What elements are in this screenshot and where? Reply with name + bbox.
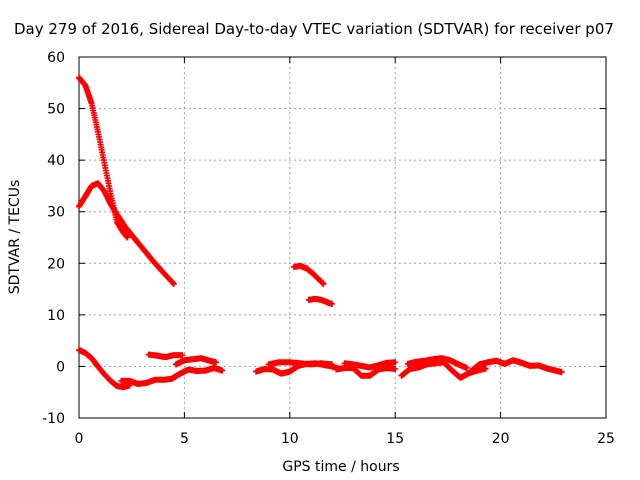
satellite-track-11: [333, 365, 399, 379]
series-markers: [76, 346, 133, 391]
satellite-track-4: [305, 295, 335, 307]
series-markers: [76, 74, 131, 241]
plot-frame: [78, 56, 607, 419]
y-tick-label: 0: [56, 359, 65, 375]
satellite-track-15: [468, 357, 565, 376]
y-tick-label: -10: [42, 411, 65, 427]
tick-labels: 0 5 10 15 20 25 -10 0 10 20 30 40 50 60: [42, 50, 615, 447]
series-markers: [291, 262, 327, 287]
chart-title: Day 279 of 2016, Sidereal Day-to-day VTE…: [14, 20, 614, 38]
series-markers: [468, 357, 565, 376]
axis-ticks: [78, 56, 607, 419]
y-tick-label: 50: [47, 102, 65, 118]
satellite-track-5: [76, 346, 133, 391]
satellite-track-14: [404, 355, 470, 371]
y-tick-label: 30: [47, 205, 65, 221]
y-tick-label: 40: [47, 153, 65, 169]
series-markers: [76, 180, 177, 287]
x-tick-label: 15: [386, 431, 404, 447]
x-axis-label: GPS time / hours: [282, 459, 399, 475]
satellite-track-8: [173, 355, 219, 368]
series-markers: [173, 355, 219, 368]
x-tick-label: 25: [597, 431, 615, 447]
y-tick-label: 10: [47, 308, 65, 324]
satellite-track-7: [145, 351, 186, 361]
satellite-track-12: [341, 359, 399, 371]
satellite-track-13: [398, 359, 489, 381]
x-tick-label: 10: [281, 431, 299, 447]
y-tick-label: 20: [47, 256, 65, 272]
y-axis-label: SDTVAR / TECUs: [7, 180, 23, 295]
series-markers: [305, 295, 335, 307]
satellite-track-6: [118, 365, 226, 387]
series-markers: [118, 365, 226, 387]
satellite-track-1: [76, 74, 131, 241]
satellite-track-3: [291, 262, 327, 287]
x-tick-label: 5: [180, 431, 189, 447]
series-markers: [398, 359, 489, 381]
satellite-track-2: [76, 180, 177, 287]
x-tick-label: 20: [492, 431, 510, 447]
series-markers: [341, 359, 399, 371]
series-markers: [265, 359, 335, 368]
data-points: [76, 74, 565, 391]
series-markers: [145, 351, 186, 361]
y-tick-label: 60: [47, 50, 65, 66]
x-tick-label: 0: [75, 431, 84, 447]
series-markers: [404, 355, 470, 371]
series-markers: [333, 365, 399, 379]
satellite-track-10: [265, 359, 335, 368]
